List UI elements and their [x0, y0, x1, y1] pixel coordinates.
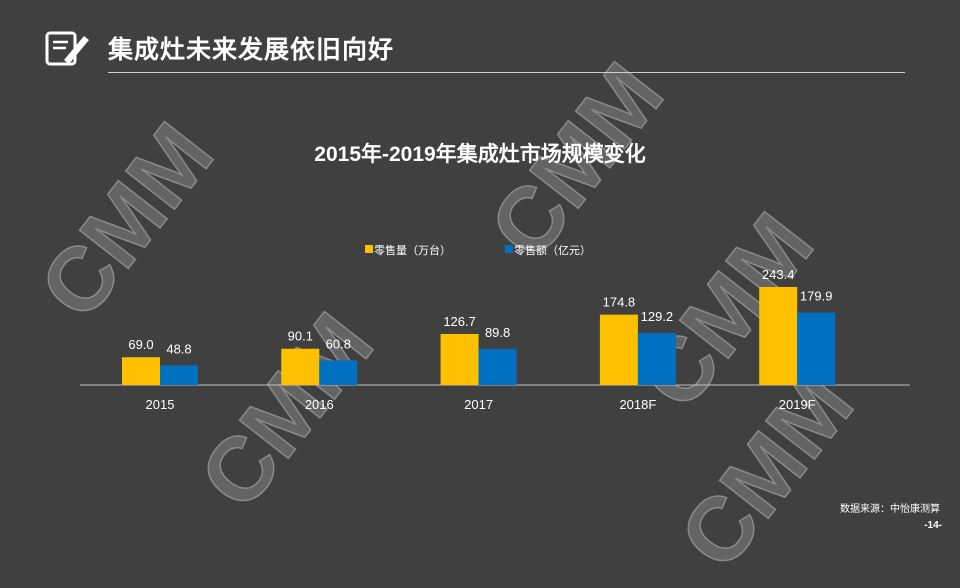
- bar-value: [160, 365, 198, 385]
- bar-value: [478, 348, 517, 385]
- data-label: 243.4: [762, 267, 795, 282]
- title-divider: [108, 72, 905, 73]
- bar-volume: [281, 348, 320, 385]
- chart-title: 2015年-2019年集成灶市场规模变化: [314, 143, 646, 166]
- data-label: 60.8: [326, 337, 351, 352]
- data-label: 89.8: [485, 325, 510, 340]
- data-label: 69.0: [128, 337, 153, 352]
- x-tick-label: 2019F: [779, 397, 816, 412]
- bar-value: [797, 312, 836, 385]
- legend-swatch: [505, 245, 513, 253]
- data-label: 179.9: [800, 289, 833, 304]
- data-label: 48.8: [166, 341, 191, 356]
- bar-volume: [440, 333, 479, 385]
- bar-chart: 69.0 48.8 2015 90.1 60.8 2016 126.7 89.8 2017 174…: [80, 243, 910, 412]
- x-tick-label: 2015: [146, 397, 175, 412]
- legend-label: 零售额（亿元）: [514, 243, 591, 257]
- bar-value: [319, 360, 358, 385]
- data-label: 174.8: [603, 295, 636, 310]
- bar-volume: [599, 314, 638, 385]
- x-tick-label: 2018F: [619, 397, 656, 412]
- page-title: 集成灶未来发展依旧向好: [108, 36, 395, 64]
- legend-label: 零售量（万台）: [374, 243, 451, 257]
- edit-note-icon: [45, 31, 89, 66]
- data-label: 129.2: [641, 309, 674, 324]
- x-tick-label: 2016: [305, 397, 334, 412]
- legend-swatch: [365, 245, 373, 253]
- data-label: 126.7: [443, 314, 476, 329]
- data-label: 90.1: [288, 329, 313, 344]
- x-tick-label: 2017: [464, 397, 493, 412]
- data-source: 数据来源：中怡康测算: [840, 504, 940, 515]
- bar-volume: [122, 357, 160, 385]
- bar-volume: [759, 287, 798, 385]
- bar-value: [637, 332, 676, 385]
- page-number: -14-: [924, 520, 942, 531]
